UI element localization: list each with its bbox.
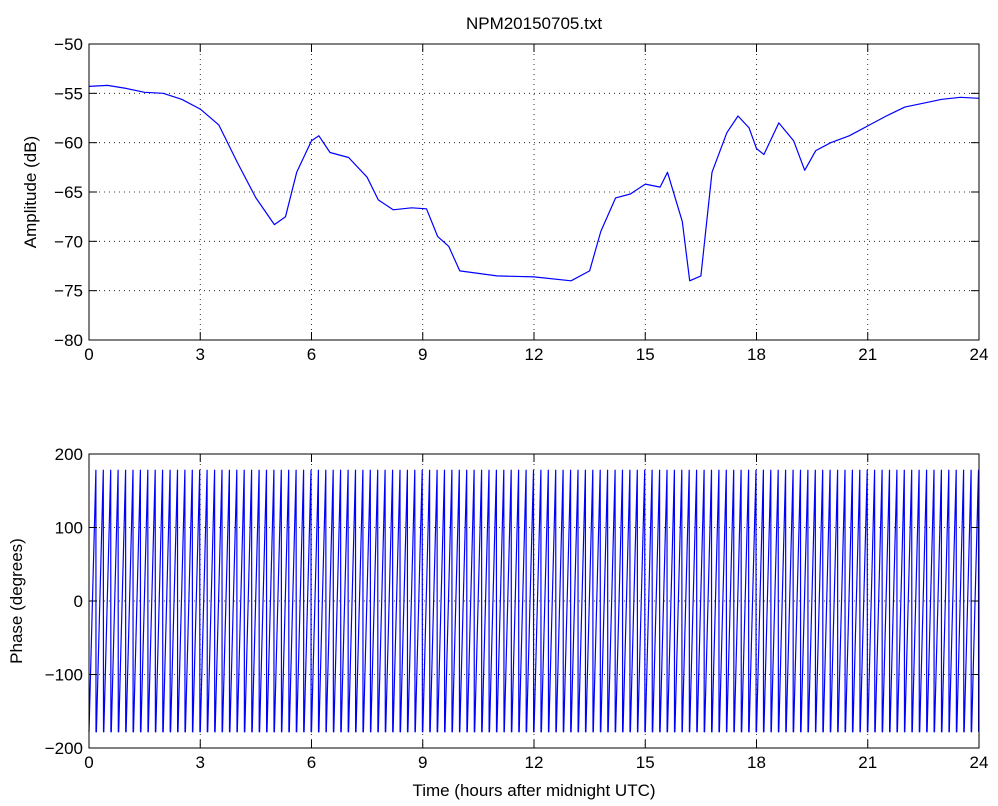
phase-ticks: 0 3 6 9 12 15 18 21 24 200 100 0 −100 −200: [45, 445, 989, 772]
amplitude-y-axis-label: Amplitude (dB): [21, 136, 40, 248]
phase-series-line: [88, 469, 980, 733]
amplitude-y-tick-label: −70: [54, 232, 83, 251]
phase-y-tick-label: −200: [45, 739, 83, 758]
phase-y-tick-label: 0: [74, 592, 83, 611]
amplitude-plot: NPM20150705.txt 0 3 6 9 12 15 18 21 24 −50 −55 −60 −…: [21, 14, 988, 364]
phase-y-tick-label: 100: [55, 519, 83, 538]
amplitude-x-tick-label: 0: [84, 345, 93, 364]
amplitude-x-tick-label: 24: [970, 345, 989, 364]
amplitude-y-tick-label: −75: [54, 282, 83, 301]
phase-x-tick-label: 0: [84, 753, 93, 772]
phase-x-tick-label: 12: [525, 753, 544, 772]
amplitude-y-tick-label: −80: [54, 331, 83, 350]
amplitude-x-tick-label: 12: [525, 345, 544, 364]
phase-y-axis-label: Phase (degrees): [7, 538, 26, 664]
amplitude-series-line: [88, 84, 980, 282]
amplitude-x-tick-label: 21: [858, 345, 877, 364]
amplitude-axes-box: [88, 43, 980, 341]
amplitude-plot-title: NPM20150705.txt: [466, 14, 602, 33]
phase-x-tick-label: 3: [196, 753, 205, 772]
phase-plot: 0 3 6 9 12 15 18 21 24 200 100 0 −100 −200 Phase (deg…: [7, 445, 988, 800]
amplitude-x-tick-label: 15: [636, 345, 655, 364]
amplitude-ticks: 0 3 6 9 12 15 18 21 24 −50 −55 −60 −65 −70 −75 −80: [54, 35, 988, 364]
amplitude-x-tick-label: 6: [307, 345, 316, 364]
phase-line-layer: [88, 469, 980, 733]
amplitude-grid: [89, 44, 979, 340]
amplitude-y-tick-label: −65: [54, 183, 83, 202]
phase-y-tick-label: −100: [45, 666, 83, 685]
phase-x-axis-label: Time (hours after midnight UTC): [412, 781, 655, 800]
amplitude-x-tick-label: 3: [196, 345, 205, 364]
phase-axes-box: [88, 453, 980, 749]
phase-y-tick-label: 200: [55, 445, 83, 464]
phase-x-tick-label: 9: [418, 753, 427, 772]
amplitude-y-tick-label: −55: [54, 84, 83, 103]
amplitude-x-tick-label: 18: [747, 345, 766, 364]
phase-x-tick-label: 21: [858, 753, 877, 772]
amplitude-y-tick-label: −50: [54, 35, 83, 54]
amplitude-y-tick-label: −60: [54, 134, 83, 153]
phase-x-tick-label: 24: [970, 753, 989, 772]
phase-x-tick-label: 18: [747, 753, 766, 772]
amplitude-x-tick-label: 9: [418, 345, 427, 364]
phase-x-tick-label: 15: [636, 753, 655, 772]
phase-x-tick-label: 6: [307, 753, 316, 772]
amplitude-line-layer: [88, 84, 980, 282]
